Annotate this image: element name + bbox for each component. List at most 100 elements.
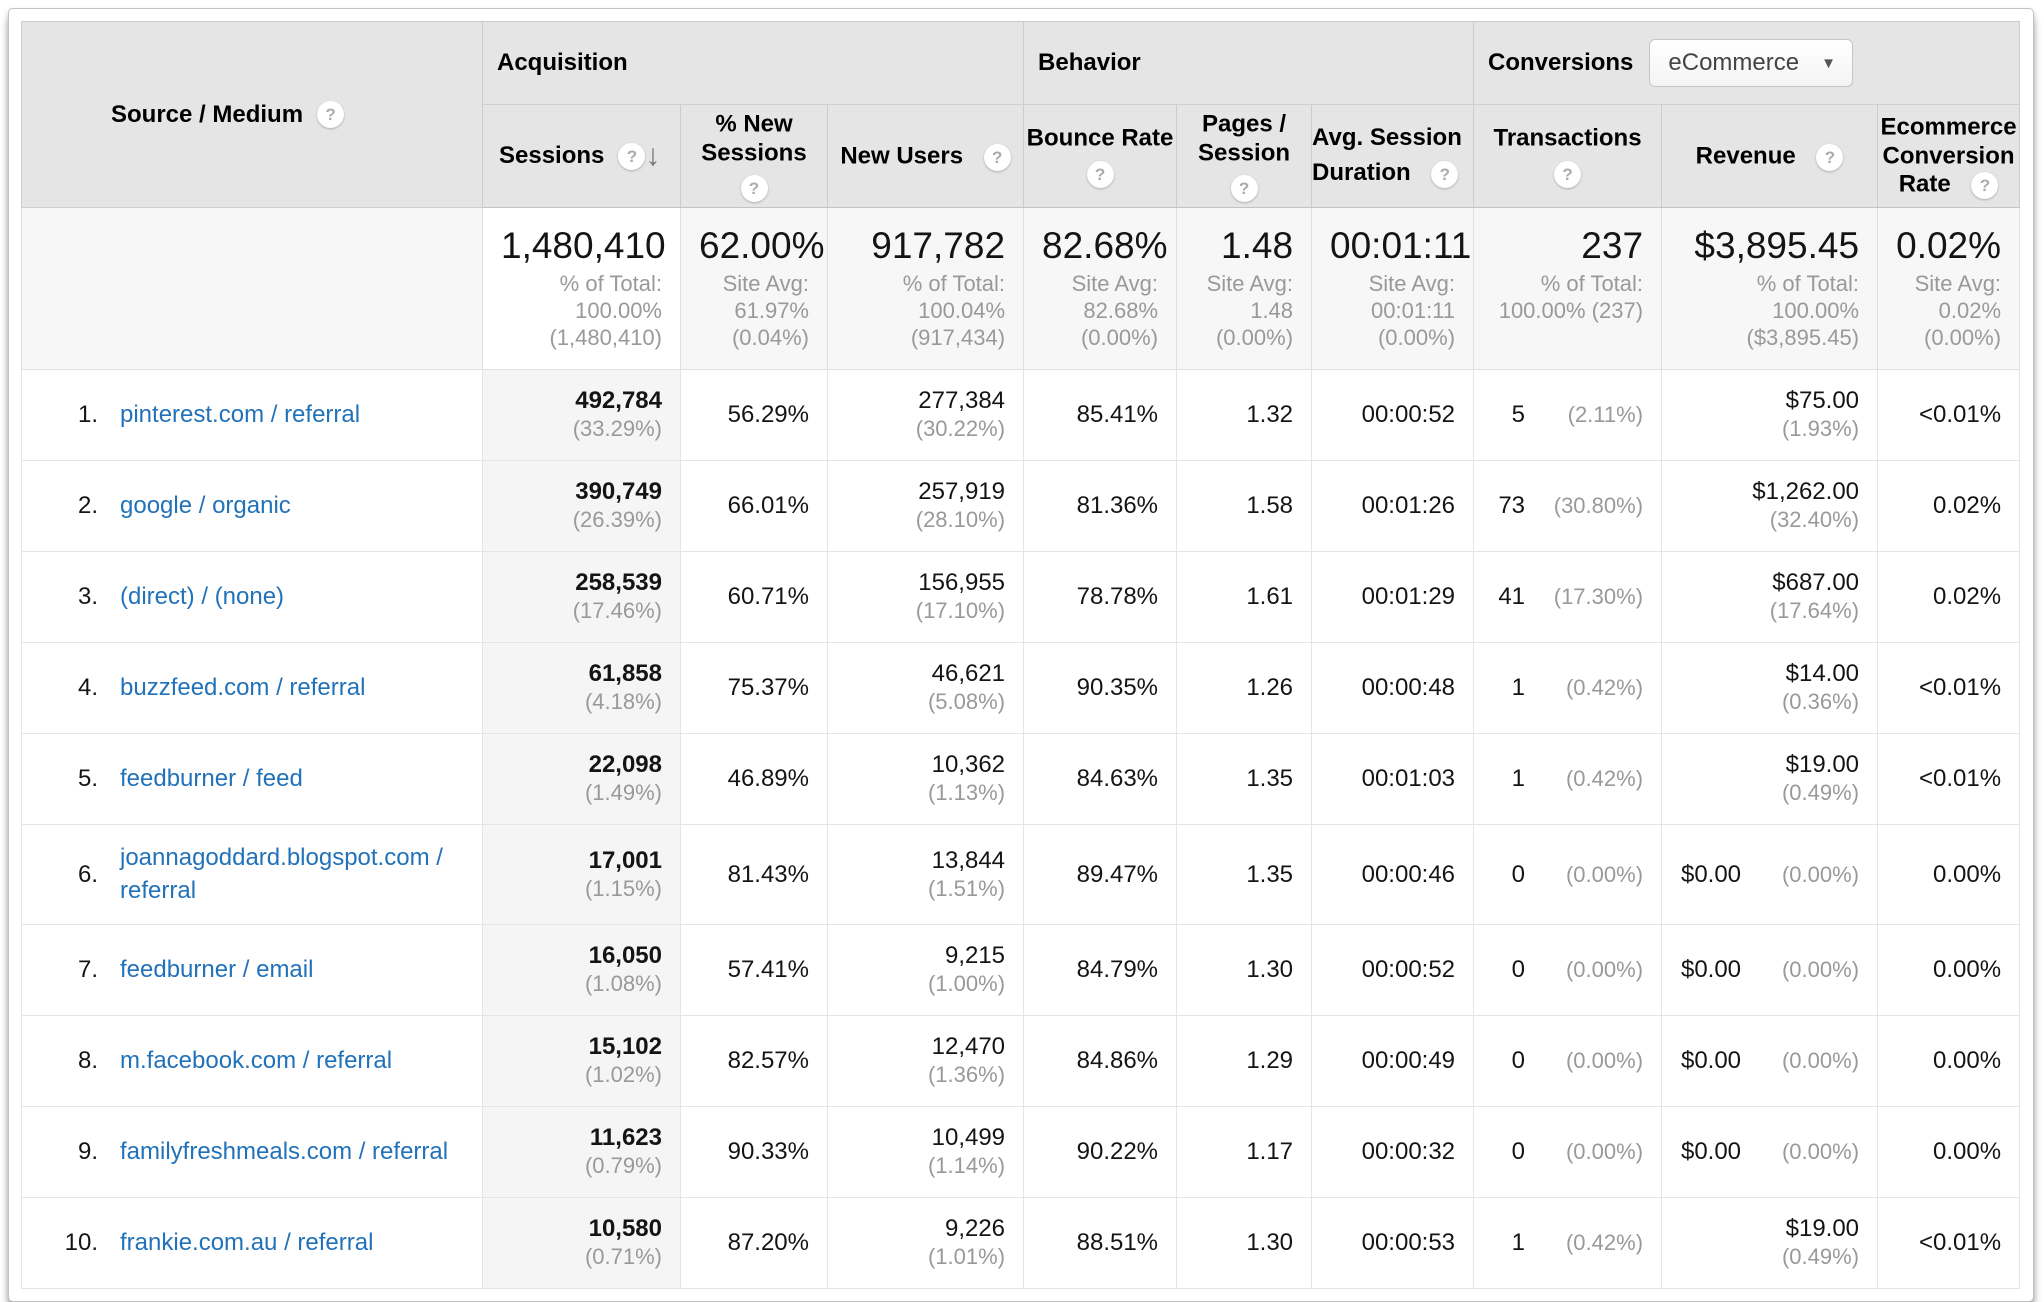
bounce-rate-cell: 78.78% [1023, 551, 1178, 644]
sessions-cell: 492,784(33.29%) [482, 369, 681, 462]
source-medium-link[interactable]: feedburner / feed [120, 765, 303, 793]
pages-session-cell: 1.29 [1176, 1015, 1313, 1108]
bounce-rate-cell: 88.51% [1023, 1197, 1178, 1290]
avg-session-duration-cell: 00:00:46 [1311, 824, 1475, 926]
help-icon[interactable]: ? [1431, 161, 1459, 188]
pages-session-cell: 1.17 [1176, 1106, 1313, 1199]
revenue-cell: $19.00(0.49%) [1661, 733, 1879, 826]
goal-set-dropdown[interactable]: eCommerce ▼ [1649, 39, 1853, 87]
column-header-pages-session[interactable]: Pages / Session ? [1176, 104, 1313, 208]
source-medium-link[interactable]: pinterest.com / referral [120, 401, 361, 429]
source-medium-cell: 8. m.facebook.com / referral [21, 1015, 483, 1108]
table-row: 10. frankie.com.au / referral 10,580(0.7… [21, 1197, 2021, 1290]
sessions-cell: 11,623(0.79%) [482, 1106, 681, 1199]
revenue-cell: $19.00(0.49%) [1661, 1197, 1879, 1290]
totals-dimension-cell [21, 206, 483, 371]
help-icon[interactable]: ? [740, 175, 768, 203]
source-medium-link[interactable]: google / organic [120, 492, 291, 520]
dimension-header-label: Source / Medium [111, 100, 304, 128]
sort-descending-icon[interactable]: ↓ [645, 139, 661, 172]
column-header-sessions[interactable]: Sessions ? ↓ [482, 104, 681, 208]
new-sessions-cell: 82.57% [680, 1015, 828, 1108]
source-medium-link[interactable]: familyfreshmeals.com / referral [120, 1137, 449, 1165]
source-medium-cell: 5. feedburner / feed [21, 733, 483, 826]
new-users-cell: 257,919(28.10%) [826, 460, 1025, 553]
help-icon[interactable]: ? [1554, 160, 1582, 188]
pages-session-cell: 1.61 [1176, 551, 1313, 644]
totals-conversion-rate: 0.02% Site Avg: 0.02% (0.00%) [1877, 206, 2021, 371]
group-header-conversions: Conversions eCommerce ▼ [1473, 21, 2021, 105]
analytics-table-screenshot: Source / Medium ? Acquisition Behavior C… [8, 8, 2034, 1302]
new-sessions-cell: 57.41% [680, 924, 828, 1017]
new-sessions-cell: 46.89% [680, 733, 828, 826]
bounce-rate-cell: 84.63% [1023, 733, 1178, 826]
avg-session-duration-cell: 00:00:48 [1311, 642, 1475, 735]
transactions-cell: 1 (0.42%) [1473, 642, 1663, 735]
source-medium-link[interactable]: buzzfeed.com / referral [120, 674, 366, 702]
help-icon[interactable]: ? [317, 101, 345, 128]
source-medium-cell: 9. familyfreshmeals.com / referral [21, 1106, 483, 1199]
source-medium-cell: 1. pinterest.com / referral [21, 369, 483, 462]
help-icon[interactable]: ? [1086, 160, 1114, 188]
table-row: 4. buzzfeed.com / referral 61,858(4.18%)… [21, 642, 2021, 735]
bounce-rate-cell: 81.36% [1023, 460, 1178, 553]
source-medium-cell: 4. buzzfeed.com / referral [21, 642, 483, 735]
conversion-rate-cell: 0.02% [1877, 460, 2021, 553]
source-medium-link[interactable]: frankie.com.au / referral [120, 1228, 374, 1256]
row-rank: 5. [77, 765, 98, 793]
column-header-bounce-rate[interactable]: Bounce Rate ? [1023, 104, 1178, 208]
group-header-behavior: Behavior [1023, 21, 1475, 105]
transactions-cell: 73 (30.80%) [1473, 460, 1663, 553]
help-icon[interactable]: ? [1230, 175, 1258, 203]
table-row: 8. m.facebook.com / referral 15,102(1.02… [21, 1015, 2021, 1108]
row-rank: 1. [77, 401, 98, 429]
new-sessions-cell: 56.29% [680, 369, 828, 462]
sessions-cell: 10,580(0.71%) [482, 1197, 681, 1290]
column-header-new-sessions[interactable]: % New Sessions ? [680, 104, 828, 208]
column-header-ecommerce-conversion-rate[interactable]: Ecommerce Conversion Rate ? [1877, 104, 2021, 208]
table-row: 5. feedburner / feed 22,098(1.49%) 46.89… [21, 733, 2021, 826]
source-medium-cell: 3. (direct) / (none) [21, 551, 483, 644]
help-icon[interactable]: ? [1971, 172, 1999, 200]
source-medium-link[interactable]: feedburner / email [120, 955, 314, 983]
column-header-revenue[interactable]: Revenue ? [1661, 104, 1879, 208]
totals-transactions: 237% of Total: 100.00% (237) [1473, 206, 1663, 371]
sessions-cell: 390,749(26.39%) [482, 460, 681, 553]
sessions-cell: 22,098(1.49%) [482, 733, 681, 826]
conversion-rate-cell: <0.01% [1877, 642, 2021, 735]
help-icon[interactable]: ? [618, 142, 646, 170]
conversion-rate-cell: 0.02% [1877, 551, 2021, 644]
revenue-cell: $0.00 (0.00%) [1661, 1015, 1879, 1108]
new-users-cell: 156,955(17.10%) [826, 551, 1025, 644]
revenue-cell: $0.00 (0.00%) [1661, 824, 1879, 926]
source-medium-table: Source / Medium ? Acquisition Behavior C… [21, 21, 2021, 1290]
avg-session-duration-cell: 00:00:53 [1311, 1197, 1475, 1290]
source-medium-link[interactable]: m.facebook.com / referral [120, 1046, 393, 1074]
revenue-cell: $0.00 (0.00%) [1661, 924, 1879, 1017]
new-sessions-cell: 75.37% [680, 642, 828, 735]
pages-session-cell: 1.26 [1176, 642, 1313, 735]
totals-avg-session-duration: 00:01:11 Site Avg: 00:01:11 (0.00%) [1311, 206, 1475, 371]
new-sessions-cell: 90.33% [680, 1106, 828, 1199]
new-users-cell: 12,470(1.36%) [826, 1015, 1025, 1108]
source-medium-link[interactable]: (direct) / (none) [120, 583, 285, 611]
source-medium-link[interactable]: joannagoddard.blogspot.com / referral [120, 844, 443, 904]
column-header-new-users[interactable]: New Users ? [826, 104, 1025, 208]
column-header-transactions[interactable]: Transactions ? [1473, 104, 1663, 208]
new-sessions-cell: 60.71% [680, 551, 828, 644]
table-row: 2. google / organic 390,749(26.39%) 66.0… [21, 460, 2021, 553]
transactions-cell: 0 (0.00%) [1473, 1015, 1663, 1108]
totals-revenue: $3,895.45% of Total: 100.00% ($3,895.45) [1661, 206, 1879, 371]
table-row: 3. (direct) / (none) 258,539(17.46%) 60.… [21, 551, 2021, 644]
bounce-rate-cell: 84.79% [1023, 924, 1178, 1017]
conversion-rate-cell: 0.00% [1877, 924, 2021, 1017]
help-icon[interactable]: ? [983, 143, 1011, 171]
conversion-rate-cell: <0.01% [1877, 1197, 2021, 1290]
new-sessions-cell: 81.43% [680, 824, 828, 926]
help-icon[interactable]: ? [1816, 143, 1844, 171]
dimension-header-cell: Source / Medium ? [21, 21, 483, 208]
goal-set-dropdown-value: eCommerce [1668, 49, 1800, 76]
new-sessions-cell: 87.20% [680, 1197, 828, 1290]
new-users-cell: 10,499(1.14%) [826, 1106, 1025, 1199]
column-header-avg-session-duration[interactable]: Avg. Session Duration ? [1311, 104, 1475, 208]
